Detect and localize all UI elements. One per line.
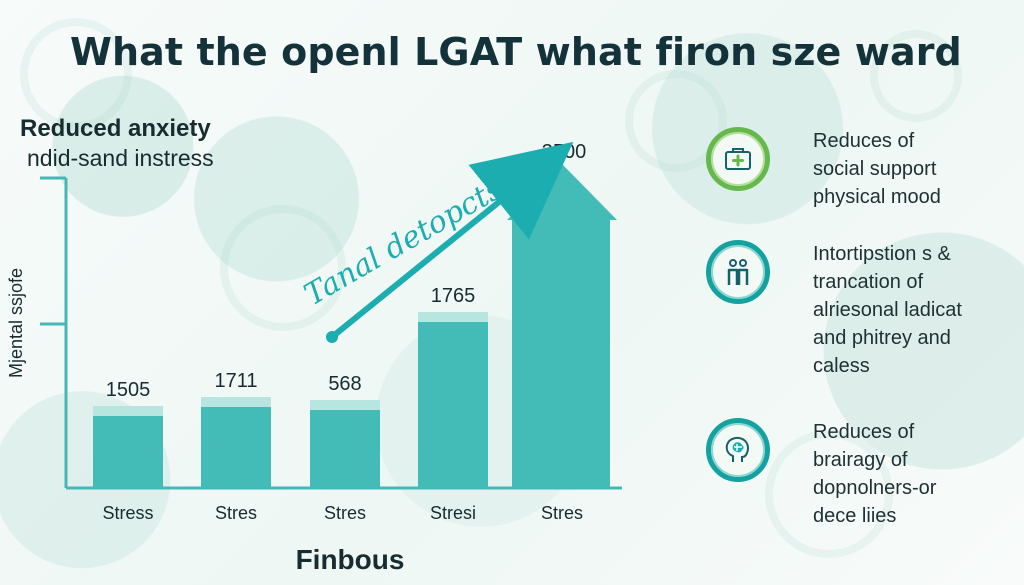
brain-head-icon: [725, 436, 749, 462]
x-tick-label: Stresi: [430, 503, 476, 523]
support-figures-icon: [706, 240, 770, 304]
benefit-line: Intortipstion s &: [813, 243, 951, 265]
brain-head-icon: [706, 418, 770, 482]
benefit-line: Reduces of: [813, 130, 915, 152]
benefit-line: dopnolners-or: [813, 477, 937, 499]
benefit-item: Reduces of social support physical mood: [706, 127, 1006, 251]
benefit-line: and phitrey and: [813, 327, 951, 349]
bar: [93, 416, 163, 488]
benefits-panel: Reduces of social support physical mood …: [706, 127, 1006, 547]
bar-cap: [93, 406, 163, 416]
benefit-line: brairagy of: [813, 449, 908, 471]
bar-value-label: 3500: [542, 141, 587, 163]
medical-kit-icon: [725, 148, 751, 170]
benefit-item: Reduces of brairagy of dopnolners-or dec…: [706, 418, 1006, 542]
bar-value-label: 1505: [106, 379, 151, 401]
bar: [201, 407, 271, 488]
trend-start-dot: [326, 331, 338, 343]
bar-value-label: 1711: [214, 370, 257, 392]
chart-subtitle-line-2: ndid-sand instress: [27, 145, 214, 171]
bar: [507, 164, 617, 488]
trend-layer: Tanal detopcts: [299, 141, 574, 343]
x-tick-label: Stres: [541, 503, 583, 523]
x-tick-label: Stres: [324, 503, 366, 523]
bar: [418, 322, 488, 488]
benefit-line: alriesonal ladicat: [813, 299, 962, 321]
benefit-line: caless: [813, 355, 870, 377]
medical-kit-icon: [706, 127, 770, 191]
support-figures-icon: [727, 259, 749, 285]
benefit-line: Reduces of: [813, 421, 915, 443]
bar-cap: [418, 312, 488, 322]
value-labels-layer: 1505 1711 568 1765 3500: [106, 141, 587, 401]
category-labels-layer: Stress Stres Stres Stresi Stres: [102, 503, 583, 523]
bar-value-label: 1765: [431, 285, 476, 307]
benefit-text: Reduces of social support physical mood: [813, 127, 1003, 211]
y-axis-label: Mjental ssjofe: [6, 268, 26, 378]
trend-label: Tanal detopcts: [299, 171, 509, 313]
trend-arrow: [329, 141, 574, 340]
bar-value-label: 568: [328, 373, 361, 395]
bars-layer: [93, 164, 617, 488]
bar-cap: [310, 400, 380, 410]
benefit-text: Reduces of brairagy of dopnolners-or dec…: [813, 418, 1003, 530]
x-axis-label: Finbous: [296, 544, 405, 575]
chart-subtitle-line-1: Reduced anxiety: [20, 115, 211, 142]
benefit-text: Intortipstion s & trancation of alrieson…: [813, 240, 1003, 380]
benefit-item: Intortipstion s & trancation of alrieson…: [706, 240, 1006, 377]
x-tick-label: Stres: [215, 503, 257, 523]
bar-cap: [201, 397, 271, 407]
x-tick-label: Stress: [102, 503, 153, 523]
benefit-line: dece liies: [813, 505, 897, 527]
bar: [310, 410, 380, 488]
benefit-line: trancation of: [813, 271, 924, 293]
page-title: What the openl LGAT what firon sze ward: [70, 30, 962, 74]
benefit-line: physical mood: [813, 186, 941, 208]
benefit-line: social support: [813, 158, 937, 180]
